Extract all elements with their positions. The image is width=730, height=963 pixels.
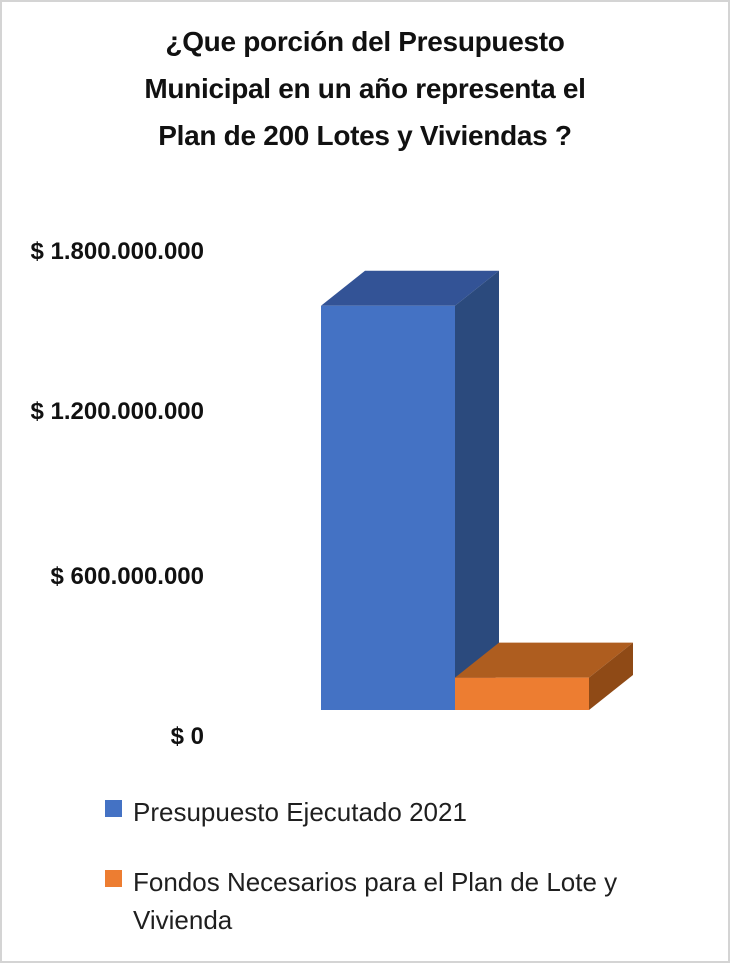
chart-title-line: Municipal en un año representa el [144, 73, 586, 104]
chart-title-line: Plan de 200 Lotes y Viviendas ? [158, 120, 572, 151]
chart-title: ¿Que porción del Presupuesto Municipal e… [2, 18, 728, 159]
chart-title-line: ¿Que porción del Presupuesto [165, 26, 565, 57]
bar-side-face-1 [589, 642, 633, 710]
bar-top-face-1 [455, 642, 633, 678]
legend-swatch-blue [105, 800, 122, 817]
legend-label: Fondos Necesarios para el Plan de Lote y… [133, 867, 618, 935]
bar-front-face-1 [455, 677, 589, 710]
legend-swatch-orange [105, 870, 122, 887]
legend-item: Fondos Necesarios para el Plan de Lote y… [105, 863, 698, 939]
bar-side-face-0 [455, 270, 499, 710]
y-axis-tick-label: $ 1.200.000.000 [30, 398, 205, 425]
legend-item: Presupuesto Ejecutado 2021 [105, 793, 467, 831]
y-axis-tick-label: $ 0 [170, 723, 204, 750]
y-axis-tick-label: $ 1.800.000.000 [30, 238, 205, 265]
legend-label: Presupuesto Ejecutado 2021 [133, 797, 467, 827]
bar-front-face-0 [321, 305, 455, 710]
bar-top-face-0 [321, 270, 499, 306]
y-axis-tick-label: $ 600.000.000 [50, 563, 204, 590]
